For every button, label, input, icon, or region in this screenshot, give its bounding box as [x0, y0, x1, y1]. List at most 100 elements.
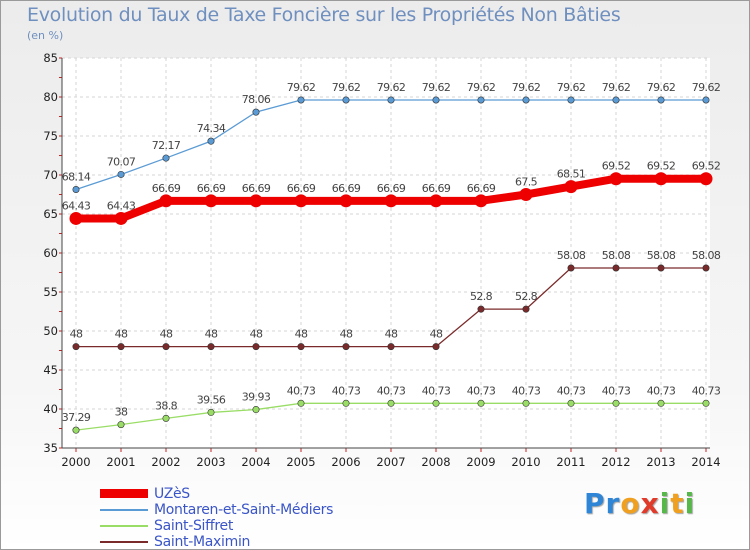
data-label: 79.62	[332, 81, 361, 94]
data-label: 58.08	[557, 249, 586, 262]
data-label: 40.73	[422, 384, 451, 397]
data-point	[609, 172, 623, 186]
data-point	[249, 194, 263, 208]
data-point	[567, 399, 575, 407]
legend-label: Saint-Maximin	[154, 534, 251, 550]
data-point	[162, 343, 170, 351]
chart-subtitle: (en %)	[27, 29, 64, 42]
data-point	[657, 264, 665, 272]
x-tick-label: 2005	[286, 455, 315, 469]
legend-swatch	[100, 541, 148, 543]
x-tick-label: 2009	[466, 455, 495, 469]
data-point	[477, 399, 485, 407]
data-point	[342, 399, 350, 407]
data-point	[387, 399, 395, 407]
x-tick-label: 2014	[691, 455, 720, 469]
data-label: 38	[115, 406, 128, 419]
data-label: 52.8	[470, 290, 493, 303]
data-point	[522, 96, 530, 104]
data-label: 48	[430, 328, 443, 341]
data-label: 40.73	[467, 384, 496, 397]
data-point	[342, 96, 350, 104]
x-tick-label: 2010	[511, 455, 540, 469]
data-label: 66.69	[197, 182, 226, 195]
data-label: 66.69	[422, 182, 451, 195]
series-layer	[69, 96, 713, 434]
data-point	[522, 305, 530, 313]
data-label: 38.8	[155, 399, 178, 412]
data-label: 40.73	[287, 384, 316, 397]
data-label: 48	[205, 328, 218, 341]
data-label: 66.69	[152, 182, 181, 195]
data-point	[207, 137, 215, 145]
data-label: 66.69	[332, 182, 361, 195]
data-label: 40.73	[692, 384, 721, 397]
y-tick-label: 55	[43, 285, 58, 299]
data-label: 68.51	[557, 168, 586, 181]
data-point	[384, 194, 398, 208]
data-label: 40.73	[332, 384, 361, 397]
data-label: 48	[250, 328, 263, 341]
data-label: 39.93	[242, 391, 271, 404]
data-point	[117, 421, 125, 429]
data-point	[117, 170, 125, 178]
data-point	[339, 194, 353, 208]
data-point	[702, 264, 710, 272]
y-tick-label: 60	[43, 246, 58, 260]
data-point	[474, 194, 488, 208]
data-point	[69, 211, 83, 225]
x-tick-label: 2001	[106, 455, 135, 469]
legend-swatch	[100, 489, 148, 498]
logo-letter: i	[684, 487, 696, 520]
data-point	[297, 343, 305, 351]
data-label: 48	[385, 328, 398, 341]
data-point	[612, 264, 620, 272]
legend-swatch	[100, 525, 148, 527]
data-point	[387, 343, 395, 351]
y-tick-label: 75	[43, 129, 58, 143]
data-point	[117, 343, 125, 351]
data-label: 79.62	[467, 81, 496, 94]
data-label: 48	[340, 328, 353, 341]
data-point	[342, 343, 350, 351]
data-label: 64.43	[62, 199, 91, 212]
data-point	[387, 96, 395, 104]
data-point	[162, 414, 170, 422]
x-tick-label: 2006	[331, 455, 360, 469]
y-tick-label: 70	[43, 168, 58, 182]
x-tick-label: 2004	[241, 455, 270, 469]
data-point	[159, 194, 173, 208]
data-point	[207, 343, 215, 351]
data-point	[477, 305, 485, 313]
data-label: 79.62	[512, 81, 541, 94]
logo-letter: o	[620, 487, 641, 520]
data-label: 40.73	[647, 384, 676, 397]
axes: 35 40 45 50 55 60 65 70 75 80 85 2000 2001 2002 2003 20…	[43, 51, 720, 469]
data-point	[204, 194, 218, 208]
data-point	[522, 399, 530, 407]
data-point	[72, 426, 80, 434]
data-label: 72.17	[152, 139, 181, 152]
data-point	[297, 399, 305, 407]
proxiti-logo: Proxiti	[584, 487, 695, 520]
data-label: 40.73	[512, 384, 541, 397]
data-label: 70.07	[107, 155, 136, 168]
data-point	[519, 188, 533, 201]
legend-label: Montaren-et-Saint-Médiers	[154, 502, 334, 518]
data-label: 68.14	[62, 171, 91, 184]
data-label: 40.73	[377, 384, 406, 397]
data-label: 69.52	[647, 160, 676, 173]
data-point	[654, 172, 668, 186]
data-point	[162, 154, 170, 162]
data-label: 48	[295, 328, 308, 341]
data-point	[567, 96, 575, 104]
data-label: 40.73	[557, 384, 586, 397]
data-label: 66.69	[287, 182, 316, 195]
data-point	[252, 108, 260, 116]
series-1	[72, 399, 710, 434]
data-label: 64.43	[107, 199, 136, 212]
data-point	[432, 96, 440, 104]
data-label: 39.56	[197, 393, 226, 406]
logo-letter: r	[605, 487, 621, 520]
